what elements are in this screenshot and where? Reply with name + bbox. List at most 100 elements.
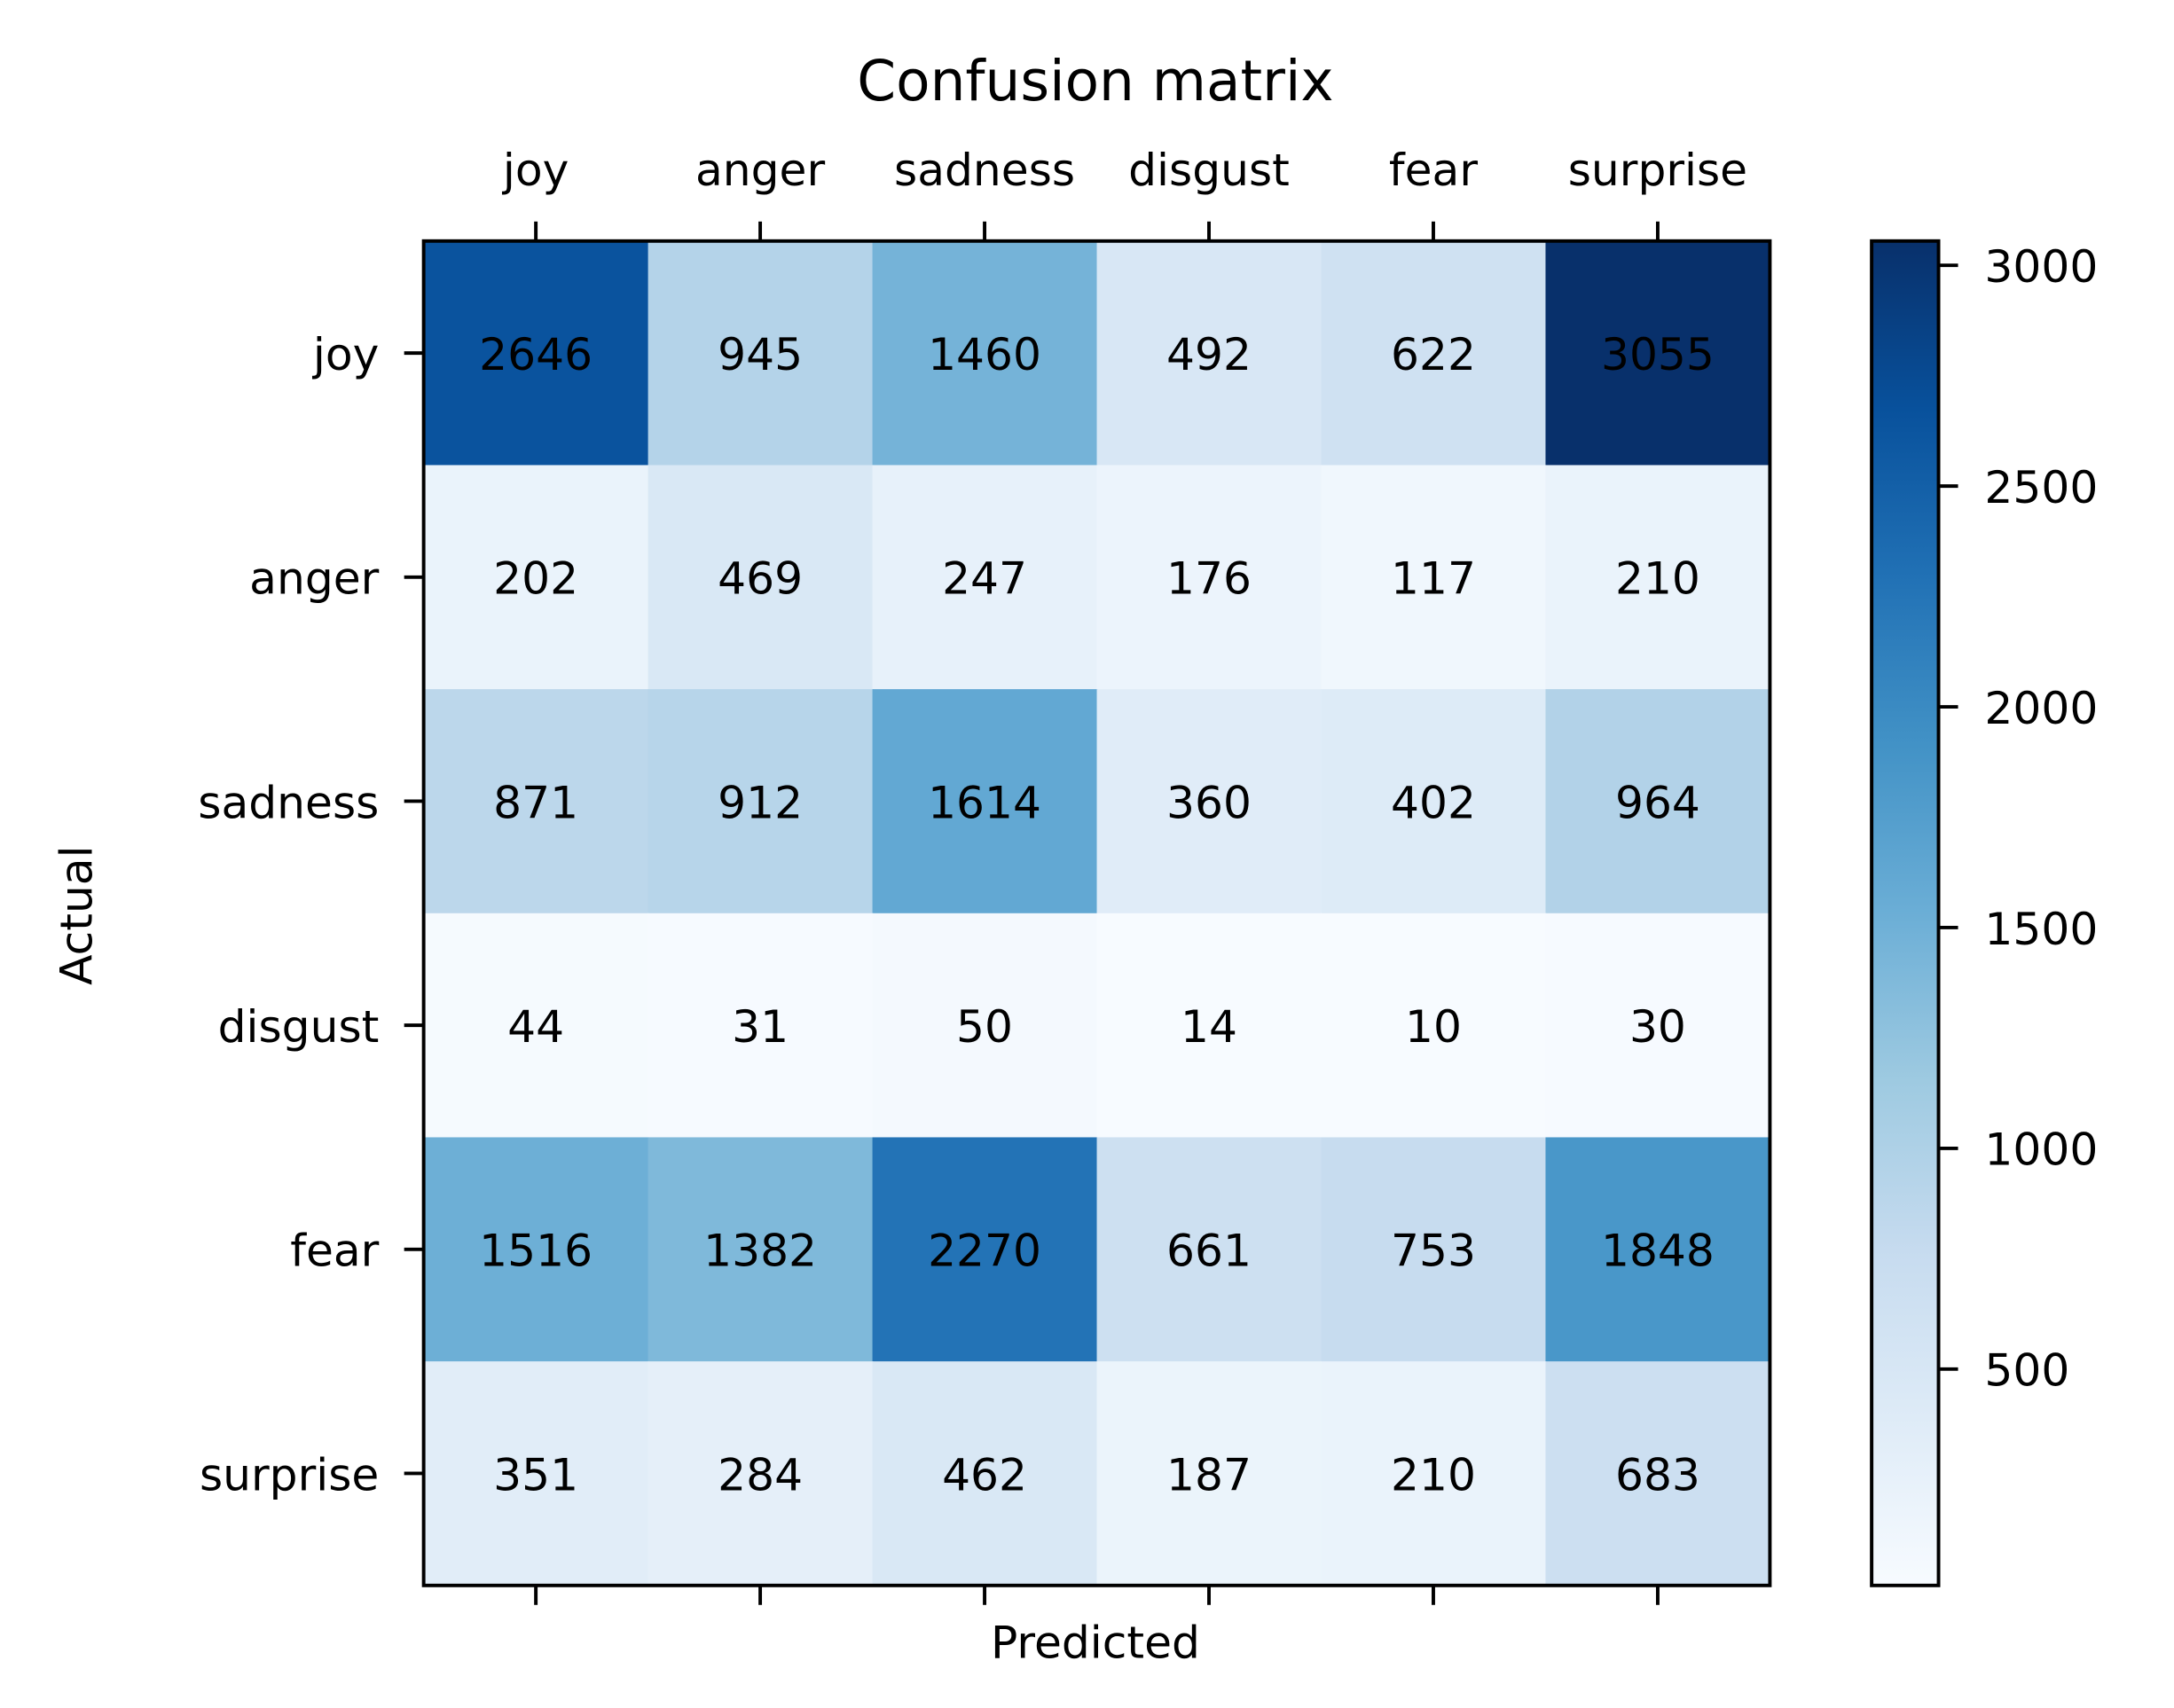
- matrix-cell: [423, 240, 649, 466]
- cell-value-label: 622: [1391, 328, 1476, 380]
- cell-value-label: 945: [718, 328, 803, 380]
- cell-value-label: 469: [718, 552, 803, 605]
- cell-value-label: 871: [493, 776, 578, 828]
- matrix-cell: [1321, 465, 1547, 691]
- matrix-cell: [1545, 465, 1771, 691]
- matrix-cell: [872, 1361, 1098, 1587]
- matrix-cell: [1321, 913, 1547, 1139]
- cell-value-label: 176: [1166, 552, 1252, 605]
- matrix-cell: [1545, 1361, 1771, 1587]
- matrix-cell: [1545, 913, 1771, 1139]
- matrix-cell: [872, 913, 1098, 1139]
- matrix-cell: [647, 689, 874, 914]
- cell-value-label: 492: [1166, 328, 1252, 380]
- cell-value-label: 912: [718, 776, 803, 828]
- y-axis-label: Actual: [51, 845, 103, 984]
- cell-value-label: 3055: [1601, 328, 1715, 380]
- matrix-cell: [1096, 1361, 1322, 1587]
- cell-value-label: 14: [1181, 1000, 1237, 1053]
- x-tick-label: joy: [502, 144, 569, 196]
- matrix-cell: [1545, 689, 1771, 914]
- colorbar-tick-label: 3000: [1984, 240, 2098, 293]
- matrix-cell: [647, 465, 874, 691]
- matrix-cell: [423, 465, 649, 691]
- y-tick-label: joy: [312, 328, 379, 380]
- matrix-cell: [423, 1137, 649, 1363]
- y-tick-label: anger: [249, 552, 380, 605]
- matrix-cell: [1096, 913, 1322, 1139]
- x-ticks: joy anger sadness disgust fear surprise: [502, 144, 1747, 1605]
- matrix-frame: [421, 239, 1772, 1587]
- x-axis-label: Predicted: [991, 1616, 1200, 1668]
- matrix-cell: [872, 465, 1098, 691]
- matrix-cell: [1321, 1361, 1547, 1587]
- colorbar-tick-label: 2500: [1984, 461, 2098, 513]
- cell-value-label: 661: [1166, 1225, 1252, 1277]
- x-tick-label: fear: [1389, 144, 1478, 196]
- cell-value-label: 202: [493, 552, 578, 605]
- cell-value-label: 753: [1391, 1225, 1476, 1277]
- matrix-cell: [1321, 240, 1547, 466]
- colorbar-frame: [1870, 239, 1941, 1587]
- matrix-cell: [423, 1361, 649, 1587]
- x-tick-label: anger: [695, 144, 826, 196]
- matrix-cell: [872, 689, 1098, 914]
- cell-value-label: 187: [1166, 1448, 1252, 1500]
- matrix-cell: [647, 1137, 874, 1363]
- colorbar-tick-label: 2000: [1984, 682, 2098, 734]
- matrix-cell: [423, 689, 649, 914]
- x-tick-label: sadness: [894, 144, 1075, 196]
- cell-value-label: 964: [1615, 776, 1700, 828]
- matrix-cell: [647, 240, 874, 466]
- colorbar-tick-label: 1000: [1984, 1124, 2098, 1176]
- cell-value-label: 50: [956, 1000, 1013, 1053]
- chart-title: Confusion matrix: [857, 49, 1333, 114]
- colorbar-tick-label: 1500: [1984, 903, 2098, 955]
- cell-value-label: 402: [1391, 776, 1476, 828]
- cell-value-label: 683: [1615, 1448, 1700, 1500]
- cell-value-label: 360: [1166, 776, 1252, 828]
- y-tick-label: sadness: [198, 776, 379, 828]
- matrix-cell: [1321, 689, 1547, 914]
- y-tick-label: surprise: [200, 1448, 379, 1500]
- cell-value-label: 1614: [928, 776, 1041, 828]
- cell-value-label: 247: [942, 552, 1027, 605]
- colorbar-ticks: 500 1000 1500 2000 2500 3000: [1938, 240, 2098, 1397]
- cell-value-label: 284: [718, 1448, 803, 1500]
- colorbar-tick-label: 500: [1984, 1344, 2069, 1397]
- cell-value-label: 2270: [928, 1225, 1041, 1277]
- cell-value-label: 10: [1405, 1000, 1462, 1053]
- matrix-cell: [1096, 465, 1322, 691]
- matrix-cell: [647, 913, 874, 1139]
- cell-value-label: 210: [1391, 1448, 1476, 1500]
- cell-value-label: 44: [507, 1000, 564, 1053]
- matrix-cell: [872, 240, 1098, 466]
- matrix-cell: [1096, 240, 1322, 466]
- cell-value-label: 2646: [479, 328, 593, 380]
- matrix-cell: [1545, 1137, 1771, 1363]
- y-tick-label: disgust: [218, 1000, 380, 1053]
- cell-value-label: 1516: [479, 1225, 593, 1277]
- matrix-cell: [1321, 1137, 1547, 1363]
- x-tick-label: disgust: [1128, 144, 1290, 196]
- cell-value-label: 31: [732, 1000, 789, 1053]
- cell-value-label: 30: [1629, 1000, 1686, 1053]
- matrix-cell: [872, 1137, 1098, 1363]
- cell-value-label: 117: [1391, 552, 1476, 605]
- cell-value-label: 1460: [928, 328, 1041, 380]
- matrix-cell: [1096, 689, 1322, 914]
- cell-labels: 2646 945 1460 492 622 3055 202 469 247 176 117 210 8…: [479, 328, 1715, 1500]
- matrix-cell: [1545, 240, 1771, 466]
- cell-value-label: 462: [942, 1448, 1027, 1500]
- y-tick-label: fear: [290, 1225, 379, 1277]
- matrix-cells: [423, 240, 1771, 1587]
- colorbar: [1872, 240, 1939, 1586]
- cell-value-label: 1848: [1601, 1225, 1715, 1277]
- matrix-cell: [423, 913, 649, 1139]
- matrix-cell: [1096, 1137, 1322, 1363]
- cell-value-label: 1382: [703, 1225, 817, 1277]
- y-ticks: joy anger sadness disgust fear surprise: [198, 328, 424, 1500]
- matrix-cell: [647, 1361, 874, 1587]
